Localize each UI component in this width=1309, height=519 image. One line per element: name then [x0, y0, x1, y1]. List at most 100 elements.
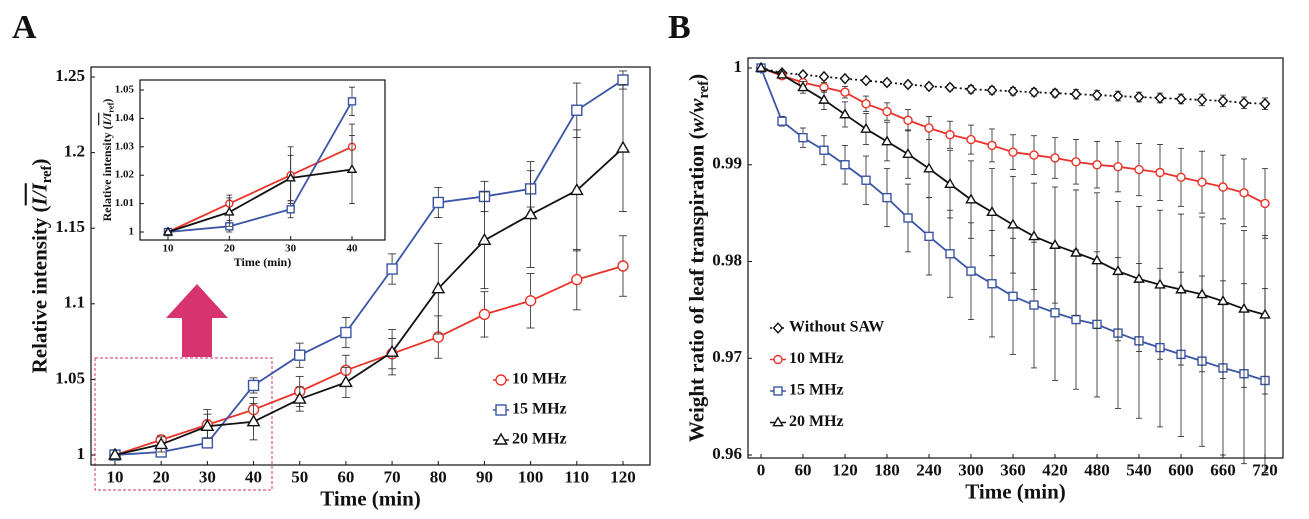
x-tick-label: 20 [153, 468, 170, 487]
x-tick-label: 660 [1210, 461, 1236, 480]
data-point [1028, 86, 1040, 99]
x-tick-label: 50 [291, 468, 308, 487]
y-axis-label-part: w/w [685, 98, 709, 133]
data-point [798, 132, 808, 143]
data-point [1091, 254, 1103, 265]
data-point [840, 160, 850, 170]
data-point [386, 263, 398, 275]
legend-label: 15 MHz [512, 401, 567, 418]
legend-marker [773, 354, 783, 365]
x-tick-label: 90 [476, 468, 493, 487]
x-tick-label: 60 [795, 461, 812, 480]
x-tick-label: 540 [1126, 461, 1152, 480]
data-point [882, 106, 892, 117]
x-tick-label: 20 [224, 242, 236, 254]
data-point [1092, 160, 1102, 170]
legend-marker [773, 386, 783, 396]
data-point [819, 145, 829, 155]
x-axis-label: Time (min) [965, 480, 1066, 504]
data-point [571, 273, 583, 286]
data-point [1091, 89, 1103, 101]
data-point [201, 437, 214, 449]
legend-marker [495, 404, 507, 416]
y-tick-label: 1 [734, 57, 743, 76]
data-point [1218, 182, 1228, 192]
data-point [923, 80, 935, 93]
y-tick-label: 1.02 [115, 169, 135, 181]
data-point [340, 326, 352, 339]
data-point [1008, 291, 1018, 302]
data-point [839, 108, 851, 119]
x-tick-label: 0 [757, 461, 766, 480]
data-point [247, 379, 260, 392]
x-tick-label: 70 [384, 468, 401, 487]
data-point [524, 295, 537, 307]
legend-marker [772, 416, 784, 427]
data-point [861, 99, 871, 109]
x-axis-label: Time (min) [234, 255, 291, 269]
y-axis-label-part: Relative intensity ( [28, 205, 52, 373]
plot-frame [90, 66, 651, 466]
data-point [154, 437, 169, 450]
y-tick-label: 1.25 [55, 66, 85, 85]
data-point [1197, 177, 1207, 187]
x-tick-label: 10 [163, 242, 175, 254]
x-tick-label: 120 [832, 461, 858, 480]
data-point [385, 344, 400, 357]
legend-label: 10 MHz [512, 371, 567, 388]
data-point [818, 70, 830, 83]
panel-label: A [12, 9, 37, 46]
x-tick-label: 30 [285, 242, 297, 254]
data-point [777, 116, 787, 126]
data-point [818, 93, 830, 104]
data-point [569, 182, 584, 196]
data-point [617, 74, 629, 86]
data-point [200, 418, 215, 431]
data-point [965, 83, 977, 96]
data-point [1154, 278, 1166, 289]
data-point [431, 281, 446, 294]
data-point [966, 266, 976, 276]
data-point [1175, 93, 1187, 105]
data-point [945, 130, 955, 140]
data-point [286, 205, 295, 214]
series-line [167, 168, 353, 233]
data-point [1071, 157, 1081, 167]
plot-frame [139, 79, 386, 241]
data-point [881, 76, 893, 89]
data-point [1007, 218, 1019, 229]
data-point [1133, 91, 1145, 103]
x-tick-label: 10 [107, 468, 124, 487]
data-point [1007, 85, 1019, 98]
x-tick-label: 480 [1084, 461, 1110, 480]
y-axis-label-part: I/I [100, 111, 114, 126]
data-point [1028, 230, 1040, 241]
y-axis-label-part: ref [39, 164, 55, 183]
data-point [338, 375, 353, 388]
y-axis-label-part: ) [685, 74, 709, 81]
data-point [903, 213, 913, 223]
x-axis-label: Time (min) [320, 487, 421, 511]
legend-label: 20 MHz [512, 431, 567, 448]
series-line [167, 145, 353, 233]
highlight-box [94, 357, 273, 491]
legend-label: 10 MHz [789, 350, 844, 367]
data-point [432, 196, 444, 209]
y-tick-label: 0.97 [712, 347, 742, 366]
x-tick-label: 300 [958, 461, 984, 480]
plot-frame [747, 57, 1284, 459]
y-tick-label: 1.15 [55, 217, 85, 236]
data-point [347, 97, 357, 106]
data-point [224, 206, 235, 216]
data-point [1155, 167, 1165, 178]
data-point [924, 231, 934, 242]
y-axis-label-part: ) [28, 159, 52, 166]
data-point [1238, 302, 1250, 313]
series-line [114, 147, 624, 456]
y-axis-label: Relative intensity (I/Iref) [100, 99, 116, 222]
data-point [966, 134, 976, 145]
y-tick-label: 1.05 [115, 84, 135, 96]
series-line [167, 100, 353, 233]
data-point [903, 115, 913, 125]
x-tick-label: 420 [1042, 461, 1068, 480]
